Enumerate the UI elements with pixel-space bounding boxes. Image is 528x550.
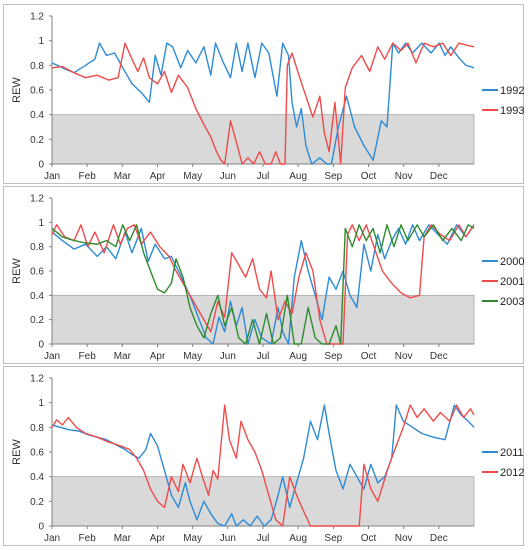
x-tick-label: May [183, 171, 202, 182]
x-tick-label: Nov [395, 171, 413, 182]
legend-label: 2011 [500, 447, 524, 459]
chart-panel-1: 0 0.2 0.4 0.6 0.8 1 1.2 Jan Feb Mar Apr May Jun Jul Au… [3, 4, 524, 184]
x-tick-label: Jun [220, 533, 236, 544]
x-tick-label: Mar [114, 533, 132, 544]
series-line-1993 [51, 42, 475, 165]
y-tick-label: 0.8 [30, 242, 44, 253]
x-tick-label: May [183, 533, 202, 544]
y-tick-label: 0 [38, 160, 44, 171]
x-tick-label: Aug [289, 533, 307, 544]
y-tick-label: 1.2 [30, 12, 44, 23]
chart-panel-3: 0 0.2 0.4 0.6 0.8 1 1.2 Jan Feb Mar Apr May Jun Jul Au… [3, 366, 524, 546]
y-tick-label: 0.4 [30, 110, 44, 121]
legend-label: 2000 [500, 256, 524, 268]
legend-label: 1993 [500, 105, 524, 117]
y-tick-label: 0.6 [30, 448, 44, 459]
x-tick-label: Jul [257, 533, 270, 544]
x-tick-label: Jan [44, 533, 60, 544]
x-tick-label: Sep [324, 533, 342, 544]
x-tick-label: Apr [150, 533, 166, 544]
x-tick-label: Nov [395, 533, 413, 544]
legend-label: 2003 [500, 296, 524, 308]
x-tick-label: Jun [220, 171, 236, 182]
x-tick-label: Dec [430, 533, 448, 544]
y-tick-label: 0.6 [30, 267, 44, 278]
y-tick-label: 0.4 [30, 472, 44, 483]
x-tick-label: Aug [289, 351, 307, 362]
y-tick-label: 0.8 [30, 61, 44, 72]
x-tick-label: Nov [395, 351, 413, 362]
y-tick-label: 0.2 [30, 497, 44, 508]
y-tick-label: 1.2 [30, 374, 44, 385]
legend-label: 1992 [500, 85, 524, 97]
y-tick-label: 1 [38, 398, 44, 409]
y-axis-label: REW [11, 77, 23, 103]
series-line-2011 [51, 404, 475, 527]
y-tick-label: 0.2 [30, 315, 44, 326]
x-tick-label: Jul [257, 351, 270, 362]
x-tick-label: Oct [361, 171, 377, 182]
y-tick-label: 0.2 [30, 135, 44, 146]
y-tick-label: 0.6 [30, 86, 44, 97]
y-tick-label: 0 [38, 340, 44, 351]
legend-label: 2012 [500, 467, 524, 479]
threshold-band [51, 476, 475, 527]
y-axis-label: REW [11, 439, 23, 465]
x-tick-label: Dec [430, 351, 448, 362]
x-tick-label: Aug [289, 171, 307, 182]
threshold-band [51, 294, 475, 345]
y-tick-label: 1.2 [30, 194, 44, 205]
x-tick-label: Oct [361, 351, 377, 362]
y-tick-label: 1 [38, 36, 44, 47]
y-tick-label: 1 [38, 218, 44, 229]
x-tick-label: Dec [430, 171, 448, 182]
x-tick-label: May [183, 351, 202, 362]
chart-panel-2: 0 0.2 0.4 0.6 0.8 1 1.2 Jan Feb Mar Apr May Jun Jul Au… [3, 186, 524, 364]
y-tick-label: 0.8 [30, 423, 44, 434]
legend-label: 2001 [500, 276, 524, 288]
y-axis-label: REW [11, 258, 23, 284]
x-tick-label: Oct [361, 533, 377, 544]
series-line-2001 [51, 224, 475, 345]
x-tick-label: Feb [79, 171, 97, 182]
y-tick-label: 0.4 [30, 291, 44, 302]
x-tick-label: Jan [44, 171, 60, 182]
x-tick-label: Jun [220, 351, 236, 362]
x-tick-label: Apr [150, 171, 166, 182]
x-tick-label: Jan [44, 351, 60, 362]
series-line-2000 [51, 224, 475, 345]
x-tick-label: Feb [79, 351, 97, 362]
series-line-2003 [51, 224, 475, 345]
x-tick-label: Sep [324, 171, 342, 182]
x-tick-label: Sep [324, 351, 342, 362]
x-tick-label: Feb [79, 533, 97, 544]
series-line-1992 [51, 42, 475, 165]
threshold-band [51, 114, 475, 165]
x-tick-label: Mar [114, 171, 132, 182]
series-line-2012 [51, 404, 475, 527]
x-tick-label: Jul [257, 171, 270, 182]
x-tick-label: Apr [150, 351, 166, 362]
x-tick-label: Mar [114, 351, 132, 362]
y-tick-label: 0 [38, 522, 44, 533]
